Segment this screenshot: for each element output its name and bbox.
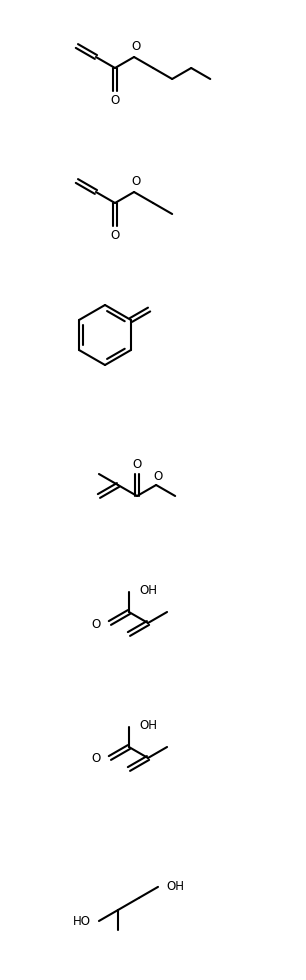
Text: O: O [132,175,141,188]
Text: OH: OH [166,880,184,894]
Text: O: O [91,753,101,765]
Text: O: O [110,228,120,242]
Text: HO: HO [73,914,91,927]
Text: O: O [132,459,142,471]
Text: O: O [132,40,141,54]
Text: O: O [110,94,120,107]
Text: OH: OH [139,584,157,597]
Text: OH: OH [139,718,157,732]
Text: O: O [154,469,163,482]
Text: O: O [91,617,101,630]
